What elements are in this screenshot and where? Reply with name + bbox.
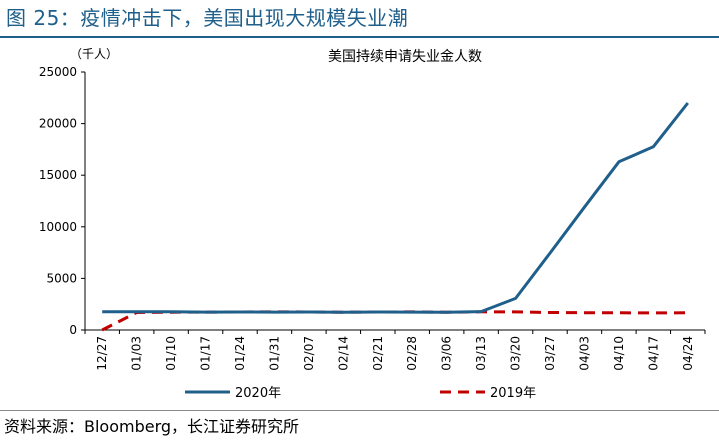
x-tick-label: 03/06 [440,336,454,371]
x-tick-label: 02/21 [371,336,385,371]
chart-title: 美国持续申请失业金人数 [328,48,482,65]
source-note: 资料来源：Bloomberg，长江证券研究所 [4,417,300,436]
series-line-2019年 [101,310,688,332]
figure-title: 图 25：疫情冲击下，美国出现大规模失业潮 [6,6,409,30]
y-axis-label: （千人） [70,47,118,61]
x-tick-label: 03/20 [509,336,523,371]
x-tick-label: 01/24 [233,336,247,371]
x-tick-label: 01/10 [164,336,178,371]
legend-label: 2019年 [490,386,536,401]
x-tick-label: 02/07 [302,336,316,371]
y-tick-label: 20000 [39,117,77,131]
y-tick-label: 15000 [39,168,77,182]
x-tick-label: 01/03 [130,336,144,371]
x-tick-label: 04/10 [612,336,626,371]
x-tick-label: 02/28 [405,336,419,371]
x-tick-label: 03/27 [543,336,557,371]
y-tick-label: 10000 [39,220,77,234]
x-tick-label: 04/24 [681,336,695,371]
source-divider [0,410,719,411]
y-tick-label: 5000 [46,271,77,285]
x-tick-label: 01/17 [199,336,213,371]
x-tick-label: 12/27 [95,336,109,371]
x-tick-label: 04/17 [646,336,660,371]
y-axis-ticks: 0 5000 10000 15000 20000 25000 [39,65,85,337]
x-tick-label: 01/31 [267,336,281,371]
chart-lines [101,102,689,332]
series-line-2020年 [102,102,689,314]
legend-label: 2020年 [235,386,281,401]
x-tick-label: 04/03 [577,336,591,371]
unemployment-claims-chart: 美国持续申请失业金人数 （千人） 0 5000 10000 15000 20000 250… [39,47,706,401]
x-tick-label: 03/13 [474,336,488,371]
chart-legend: 2020年 2019年 [185,386,536,401]
x-axis-ticks: 12/27 01/03 01/10 01/17 01/24 01/31 02/07 02/14… [84,330,706,371]
y-tick-label: 0 [69,323,77,337]
x-tick-label: 02/14 [336,336,350,371]
y-tick-label: 25000 [39,65,77,79]
title-divider [0,36,719,38]
